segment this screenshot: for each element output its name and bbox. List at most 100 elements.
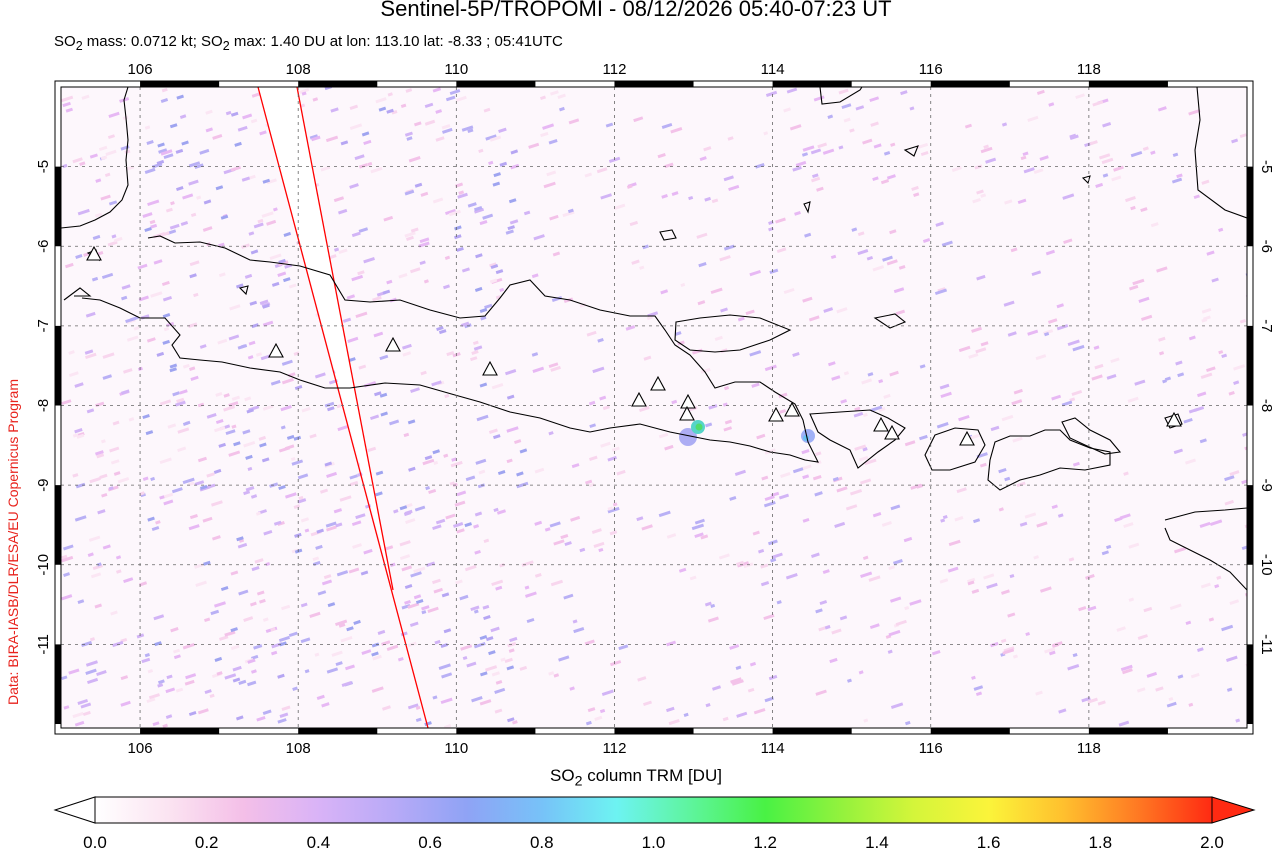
so2-pixel xyxy=(370,414,380,421)
so2-pixel xyxy=(751,382,760,388)
so2-pixel xyxy=(406,235,414,241)
so2-pixel xyxy=(139,491,145,496)
so2-pixel xyxy=(1208,617,1215,622)
so2-pixel xyxy=(602,405,610,411)
so2-pixel xyxy=(454,234,462,240)
so2-pixel xyxy=(664,162,674,169)
so2-pixel xyxy=(441,672,453,679)
so2-pixel xyxy=(144,652,151,658)
so2-pixel xyxy=(94,603,102,609)
so2-pixel xyxy=(849,128,855,133)
so2-pixel xyxy=(157,683,164,688)
bali-coast xyxy=(809,409,906,469)
so2-pixel xyxy=(355,311,368,319)
so2-pixel xyxy=(919,364,926,369)
so2-pixel xyxy=(607,506,614,511)
so2-pixel xyxy=(488,428,498,434)
so2-pixel xyxy=(87,552,94,557)
so2-pixel xyxy=(678,567,687,573)
so2-pixel xyxy=(77,698,89,705)
so2-pixel xyxy=(552,251,561,257)
so2-pixel xyxy=(889,370,899,377)
so2-pixel xyxy=(243,440,256,448)
so2-pixel xyxy=(542,123,555,130)
so2-pixel xyxy=(270,627,276,632)
so2-pixel xyxy=(776,600,782,605)
so2-pixel xyxy=(382,289,391,295)
so2-pixel xyxy=(611,446,620,452)
so2-pixel xyxy=(531,352,539,357)
so2-pixel xyxy=(1106,373,1117,380)
so2-pixel xyxy=(410,267,421,274)
so2-pixel xyxy=(549,214,559,221)
lat-label-left: -11 xyxy=(35,634,52,655)
so2-pixel xyxy=(1075,93,1085,100)
so2-pixel xyxy=(584,639,595,646)
so2-pixel xyxy=(283,231,292,237)
so2-pixel xyxy=(665,706,675,713)
so2-pixel xyxy=(62,101,71,108)
so2-pixel xyxy=(238,589,249,596)
so2-pixel xyxy=(1218,350,1224,355)
so2-pixel xyxy=(1200,582,1211,589)
so2-pixel xyxy=(1102,173,1109,178)
so2-pixel xyxy=(225,429,236,436)
so2-pixel xyxy=(253,644,263,650)
so2-pixel xyxy=(1017,198,1027,205)
so2-pixel xyxy=(236,283,244,289)
so2-pixel xyxy=(1128,542,1140,549)
so2-pixel xyxy=(367,446,377,453)
so2-pixel xyxy=(459,594,469,601)
colorbar-tick-label: 1.6 xyxy=(976,833,1001,852)
so2-pixel xyxy=(91,276,99,282)
so2-pixel xyxy=(723,426,733,432)
so2-pixel xyxy=(72,157,83,164)
so2-pixel xyxy=(893,287,905,294)
so2-pixel xyxy=(62,163,68,169)
so2-pixel xyxy=(361,649,372,655)
so2-pixel xyxy=(230,644,240,651)
so2-pixel xyxy=(911,185,919,191)
so2-pixel xyxy=(300,637,311,644)
so2-pixel xyxy=(1002,648,1015,655)
so2-pixel xyxy=(643,355,652,361)
so2-pixel xyxy=(360,570,369,576)
so2-pixel xyxy=(237,542,248,549)
so2-pixel xyxy=(372,654,382,661)
graticule xyxy=(61,87,1247,728)
so2-pixel xyxy=(84,349,94,355)
so2-pixel xyxy=(68,668,80,675)
so2-pixel xyxy=(438,663,451,670)
so2-pixel xyxy=(1134,379,1146,386)
so2-pixel xyxy=(379,392,388,398)
so2-pixel xyxy=(493,507,499,513)
so2-pixel xyxy=(643,700,653,707)
so2-pixel xyxy=(703,146,712,152)
so2-pixel xyxy=(579,302,587,308)
so2-pixel xyxy=(72,473,79,478)
so2-pixel xyxy=(474,207,485,214)
colorbar-tick-label: 0.8 xyxy=(529,833,554,852)
so2-pixel xyxy=(474,205,483,212)
so2-pixel xyxy=(236,715,244,721)
so2-pixel xyxy=(598,547,604,553)
so2-pixel xyxy=(878,407,886,412)
so2-pixel xyxy=(1020,155,1027,161)
so2-pixel xyxy=(441,592,450,598)
so2-pixel xyxy=(202,516,213,523)
so2-pixel xyxy=(460,644,473,651)
so2-pixel xyxy=(224,630,236,637)
so2-pixel xyxy=(704,196,712,202)
so2-pixel xyxy=(951,166,962,172)
so2-pixel xyxy=(61,555,74,563)
so2-pixel xyxy=(262,320,274,327)
so2-pixel xyxy=(942,515,948,520)
lon-label-bottom: 116 xyxy=(919,740,943,757)
so2-pixel xyxy=(349,474,359,480)
so2-pixel xyxy=(861,378,873,385)
so2-pixel xyxy=(508,198,517,204)
so2-pixel xyxy=(505,369,517,376)
colorbar-over-arrow xyxy=(1211,796,1256,824)
so2-pixel xyxy=(283,277,291,283)
so2-pixel xyxy=(174,400,186,407)
